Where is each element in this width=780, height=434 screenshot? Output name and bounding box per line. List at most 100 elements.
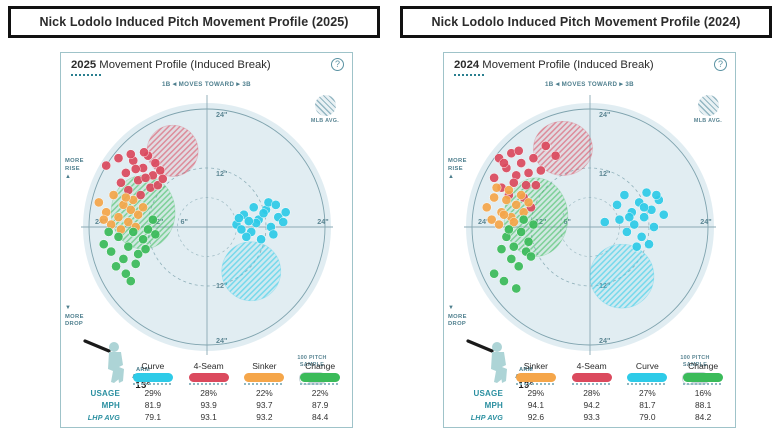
stat-value: 93.1 [200, 412, 217, 422]
pitch-sample-label: 100 PITCH SAMPLE [297, 355, 327, 368]
table-row: USAGE 29% 28% 22% 22% [67, 387, 348, 399]
year-underline [71, 74, 102, 76]
pitch-color-pill [237, 372, 293, 388]
help-icon[interactable]: ? [331, 58, 344, 71]
moves-right-label: 3B [242, 81, 251, 88]
moves-toward-label: 1B ◂ MOVES TOWARD ▸ 3B [61, 80, 352, 88]
title-banner-2025: Nick Lodolo Induced Pitch Movement Profi… [8, 6, 380, 38]
table-row: LHP AVG 92.6 93.3 79.0 84.2 [450, 411, 731, 423]
stat-value: 29% [144, 388, 162, 398]
stat-value: 88.1 [694, 400, 712, 410]
svg-text:24": 24" [478, 217, 489, 226]
card-title-rest: Movement Profile (Induced Break) [479, 59, 654, 71]
stat-value: 16% [694, 388, 712, 398]
arrow-left-icon: ◂ [172, 81, 177, 88]
svg-text:24": 24" [317, 217, 328, 226]
stat-value: 79.0 [639, 412, 656, 422]
row-label: USAGE [473, 388, 503, 398]
table-row: USAGE 29% 28% 27% 16% [450, 387, 731, 399]
svg-text:24": 24" [700, 217, 711, 226]
stat-value: 93.7 [256, 400, 273, 410]
arm-angle-value: 19° [518, 380, 534, 391]
pitch-stats-table-2025: Curve 4-Seam Sinker Change USAGE 29% 28% 22% 22%… [61, 361, 354, 424]
mlb-average-label: MLB AVG. [310, 118, 340, 124]
arrow-right-icon: ▸ [236, 81, 241, 88]
mlb-average-swatch-icon [314, 95, 336, 116]
triangle-up-icon: ▲ [65, 174, 72, 180]
column-header: 4-Seam [576, 360, 607, 371]
mlb-average-legend: MLB AVG. [688, 95, 728, 124]
triangle-up-icon: ▲ [448, 174, 455, 180]
movement-profile-card-2024: 2024 Movement Profile (Induced Break) ? … [443, 52, 736, 428]
stat-value: 84.2 [694, 412, 712, 422]
pitch-stats-table-2024: Sinker 4-Seam Curve Change USAGE 29% 28% 27% 16%… [444, 361, 737, 424]
column-header: Curve [141, 360, 165, 371]
svg-text:24": 24" [599, 110, 610, 119]
triangle-down-icon: ▼ [448, 305, 455, 311]
stat-value: 87.9 [311, 400, 329, 410]
svg-text:12": 12" [216, 281, 227, 290]
svg-text:24": 24" [216, 110, 227, 119]
row-label: LHP AVG [87, 412, 120, 422]
title-banner-2024: Nick Lodolo Induced Pitch Movement Profi… [400, 6, 772, 38]
card-title-rest: Movement Profile (Induced Break) [96, 59, 271, 71]
stat-value: 94.2 [583, 400, 600, 410]
table-header-row: Curve 4-Seam Sinker Change [67, 361, 348, 373]
pitch-color-pill [292, 372, 348, 388]
svg-text:6": 6" [181, 217, 188, 226]
arm-angle-value: 15° [135, 380, 151, 391]
movement-plot-2024[interactable]: 24"12"24"12"6"24"12"24" [444, 86, 737, 376]
card-year: 2024 [454, 59, 480, 71]
mlb-average-swatch-icon [697, 95, 719, 116]
spacer-cell [450, 361, 508, 373]
stat-value: 81.9 [144, 400, 162, 410]
row-label: LHP AVG [470, 412, 503, 422]
mlb-average-label: MLB AVG. [693, 118, 723, 124]
stat-value: 27% [638, 388, 656, 398]
moves-center-label: MOVES TOWARD [561, 81, 618, 88]
stat-value: 28% [200, 388, 217, 398]
stat-value: 93.3 [583, 412, 600, 422]
pitch-color-pill [508, 372, 564, 388]
more-drop-label: ▼ MORE DROP [448, 305, 467, 327]
moves-right-label: 3B [625, 81, 634, 88]
pitch-color-pill [125, 372, 181, 388]
mlb-average-legend: MLB AVG. [305, 95, 345, 124]
year-underline [454, 74, 485, 76]
stat-value: 92.6 [527, 412, 545, 422]
more-drop-label: ▼ MORE DROP [65, 305, 84, 327]
column-header: Curve [635, 360, 659, 371]
pitcher-silhouette-icon [83, 339, 124, 383]
movement-profile-card-2025: 2025 Movement Profile (Induced Break) ? … [60, 52, 353, 428]
help-icon[interactable]: ? [714, 58, 727, 71]
triangle-down-icon: ▼ [65, 305, 72, 311]
more-rise-label: MORE RISE ▲ [65, 158, 84, 180]
stats-table: Curve 4-Seam Sinker Change USAGE 29% 28% 22% 22%… [67, 361, 348, 424]
spacer-cell [67, 361, 125, 373]
table-header-row: Sinker 4-Seam Curve Change [450, 361, 731, 373]
card-header: 2025 Movement Profile (Induced Break) ? [61, 53, 352, 79]
card-year: 2025 [71, 59, 97, 71]
arrow-right-icon: ▸ [619, 81, 624, 88]
row-label: MPH [101, 400, 120, 410]
moves-center-label: MOVES TOWARD [178, 81, 235, 88]
stat-value: 29% [527, 388, 545, 398]
movement-plot-2025[interactable]: 24"12"24"12"6"24"12"24" [61, 86, 354, 376]
table-row: MPH 94.1 94.2 81.7 88.1 [450, 399, 731, 411]
column-header: Change [688, 360, 719, 371]
pitch-sample-label: 100 PITCH SAMPLE [680, 355, 710, 368]
table-row: LHP AVG 79.1 93.1 93.2 84.4 [67, 411, 348, 423]
card-title: 2025 Movement Profile (Induced Break) [71, 59, 344, 71]
pitch-color-pill [564, 372, 620, 388]
moves-toward-label: 1B ◂ MOVES TOWARD ▸ 3B [444, 80, 735, 88]
column-header: Change [305, 360, 336, 371]
pitch-color-pill [620, 372, 676, 388]
banner-title-2024: Nick Lodolo Induced Pitch Movement Profi… [431, 15, 741, 29]
spacer-cell [67, 373, 125, 388]
stat-value: 94.1 [527, 400, 545, 410]
pitcher-silhouette-icon [466, 339, 507, 383]
column-header: 4-Seam [193, 360, 224, 371]
stat-value: 22% [311, 388, 329, 398]
card-title: 2024 Movement Profile (Induced Break) [454, 59, 727, 71]
